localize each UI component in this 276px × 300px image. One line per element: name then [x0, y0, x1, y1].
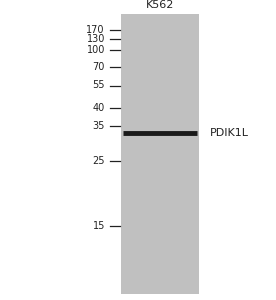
Text: 170: 170: [86, 25, 105, 35]
Text: 35: 35: [92, 121, 105, 131]
Text: PDIK1L: PDIK1L: [210, 128, 249, 139]
Text: 25: 25: [92, 155, 105, 166]
Text: 55: 55: [92, 80, 105, 91]
FancyBboxPatch shape: [121, 14, 199, 294]
Text: 100: 100: [86, 45, 105, 55]
Text: K562: K562: [146, 1, 174, 10]
Text: 130: 130: [86, 34, 105, 44]
Text: 15: 15: [92, 220, 105, 231]
Text: 40: 40: [93, 103, 105, 113]
Text: 70: 70: [92, 61, 105, 72]
